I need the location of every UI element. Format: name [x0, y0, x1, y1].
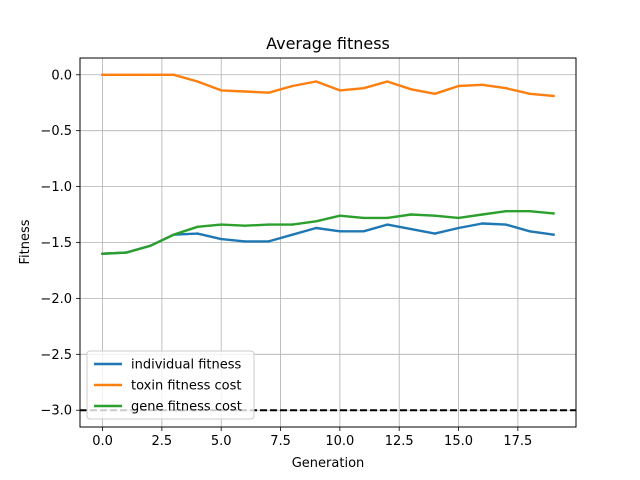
data-point-toxin-fitness-cost	[101, 73, 104, 77]
data-point-toxin-fitness-cost	[267, 91, 270, 94]
data-point-individual-fitness	[196, 232, 199, 235]
legend-box	[86, 350, 255, 420]
axis-ticks: 0.0 2.5 5.0 7.5 10.0 12.5 15.0 17.5 0.0 −0.5 −1.0 −…	[40, 68, 532, 449]
data-point-toxin-fitness-cost	[481, 83, 484, 87]
data-point-individual-fitness	[457, 226, 460, 230]
data-point-gene-fitness-cost	[267, 223, 270, 226]
data-point-individual-fitness	[362, 230, 365, 233]
data-point-toxin-fitness-cost	[125, 73, 128, 77]
data-point-toxin-fitness-cost	[409, 88, 413, 91]
legend: individual fitness toxin fitness cost gene…	[86, 350, 255, 420]
data-point-gene-fitness-cost	[172, 233, 175, 236]
data-point-individual-fitness	[291, 233, 294, 236]
data-point-toxin-fitness-cost	[291, 84, 294, 88]
data-point-toxin-fitness-cost	[504, 87, 508, 90]
x-tick-label: 7.5	[270, 434, 291, 449]
y-tick-label: −1.5	[40, 236, 72, 251]
data-point-gene-fitness-cost	[243, 224, 247, 227]
data-point-gene-fitness-cost	[528, 210, 531, 213]
x-tick-label: 2.5	[152, 434, 173, 449]
data-point-toxin-fitness-cost	[148, 73, 152, 77]
data-point-individual-fitness	[386, 223, 389, 226]
data-point-individual-fitness	[243, 240, 247, 243]
data-point-individual-fitness	[220, 237, 223, 241]
data-point-gene-fitness-cost	[409, 213, 413, 216]
y-tick-label: −2.0	[40, 292, 72, 307]
data-point-toxin-fitness-cost	[172, 73, 175, 77]
data-point-gene-fitness-cost	[148, 244, 152, 248]
data-point-gene-fitness-cost	[481, 213, 484, 216]
data-point-gene-fitness-cost	[386, 216, 389, 220]
data-point-toxin-fitness-cost	[196, 80, 199, 83]
legend-label: gene fitness cost	[131, 400, 242, 415]
y-tick-label: 0.0	[51, 68, 72, 83]
data-point-toxin-fitness-cost	[457, 84, 460, 88]
data-point-gene-fitness-cost	[457, 216, 460, 220]
data-point-toxin-fitness-cost	[433, 92, 436, 96]
data-point-gene-fitness-cost	[504, 210, 508, 213]
data-point-individual-fitness	[504, 223, 508, 226]
x-tick-label: 12.5	[385, 434, 414, 449]
legend-label: toxin fitness cost	[131, 379, 242, 394]
y-axis-label: Fitness	[18, 219, 33, 264]
data-point-individual-fitness	[267, 240, 270, 243]
data-point-toxin-fitness-cost	[528, 92, 531, 96]
x-axis-label: Generation	[292, 456, 365, 471]
x-tick-label: 15.0	[444, 434, 473, 449]
data-point-toxin-fitness-cost	[243, 90, 247, 93]
data-point-individual-fitness	[338, 230, 342, 233]
data-point-gene-fitness-cost	[314, 220, 318, 223]
data-point-toxin-fitness-cost	[338, 89, 342, 92]
data-point-gene-fitness-cost	[338, 214, 342, 217]
chart-title: Average fitness	[266, 34, 390, 53]
y-tick-label: −0.5	[40, 124, 72, 139]
x-tick-label: 5.0	[211, 434, 232, 449]
legend-label: individual fitness	[131, 358, 242, 373]
x-tick-label: 10.0	[325, 434, 354, 449]
data-point-toxin-fitness-cost	[314, 80, 318, 83]
data-point-toxin-fitness-cost	[220, 89, 223, 92]
data-point-toxin-fitness-cost	[386, 80, 389, 83]
data-point-toxin-fitness-cost	[552, 94, 555, 98]
data-point-individual-fitness	[314, 226, 318, 230]
data-point-gene-fitness-cost	[552, 212, 555, 215]
data-point-individual-fitness	[433, 232, 436, 235]
data-point-gene-fitness-cost	[362, 216, 365, 220]
data-point-gene-fitness-cost	[433, 214, 436, 217]
x-tick-label: 0.0	[92, 434, 113, 449]
data-point-gene-fitness-cost	[291, 223, 294, 226]
y-tick-label: −2.5	[40, 348, 72, 363]
series-line-gene-fitness-cost	[101, 209, 555, 255]
data-point-gene-fitness-cost	[220, 223, 223, 226]
x-tick-label: 17.5	[503, 434, 532, 449]
data-point-gene-fitness-cost	[101, 252, 104, 255]
y-tick-label: −1.0	[40, 180, 72, 195]
data-point-individual-fitness	[528, 230, 531, 233]
data-point-toxin-fitness-cost	[362, 87, 365, 90]
data-point-gene-fitness-cost	[125, 251, 128, 254]
data-point-individual-fitness	[552, 233, 555, 236]
y-tick-label: −3.0	[40, 404, 72, 419]
series-line-toxin-fitness-cost	[101, 73, 555, 98]
data-point-individual-fitness	[481, 222, 484, 225]
data-point-individual-fitness	[409, 227, 413, 231]
data-point-gene-fitness-cost	[196, 225, 199, 228]
